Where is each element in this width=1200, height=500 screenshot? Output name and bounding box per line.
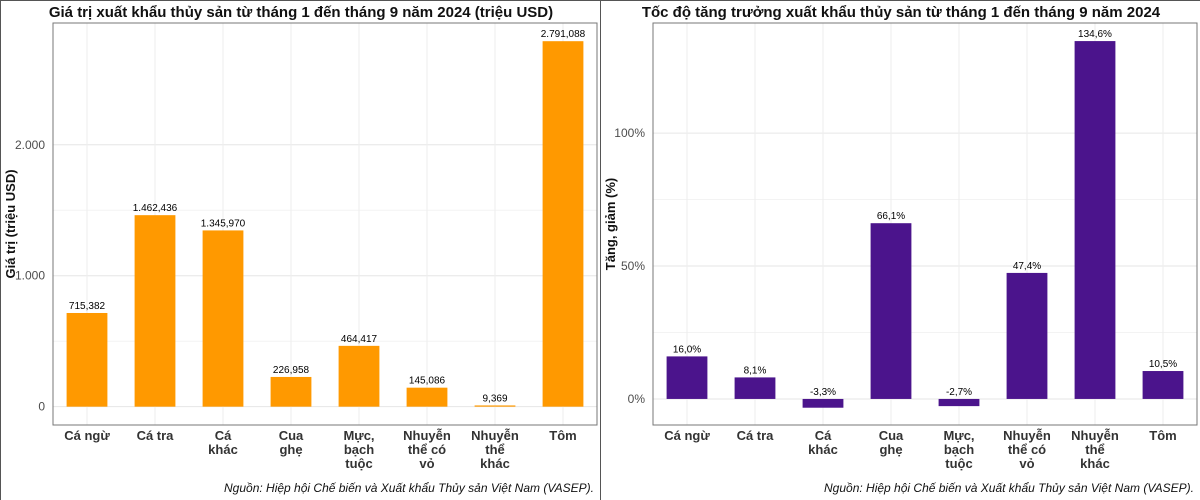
value-label: 47,4% bbox=[1013, 261, 1041, 272]
value-label: 1.462,436 bbox=[133, 203, 178, 214]
value-label: 10,5% bbox=[1149, 359, 1177, 370]
source-note: Nguồn: Hiệp hội Chế biến và Xuất khẩu Th… bbox=[824, 481, 1194, 495]
x-tick-label: Cá khác bbox=[808, 428, 838, 457]
x-tick-label: Cá tra bbox=[736, 428, 774, 443]
plot-frame bbox=[652, 22, 1198, 426]
chart: 0% 50% 100% Tăng, giảm (%) 16,0% 8,1% -3,3% 66,… bbox=[603, 22, 1198, 426]
bar bbox=[134, 215, 176, 407]
bar bbox=[542, 41, 584, 407]
bar bbox=[406, 387, 448, 407]
value-label: -3,3% bbox=[810, 387, 836, 398]
chart-title: Giá trị xuất khẩu thủy sản từ tháng 1 đế… bbox=[48, 4, 554, 21]
value-label: 66,1% bbox=[877, 211, 905, 222]
bar bbox=[1006, 272, 1048, 399]
bar bbox=[1074, 41, 1116, 399]
x-tick-label: Nhuyễn thể có vỏ bbox=[1003, 428, 1051, 471]
value-label: 2.791,088 bbox=[541, 29, 586, 40]
bar bbox=[870, 223, 912, 399]
y-axis-label: Giá trị (triệu USD) bbox=[3, 169, 18, 278]
x-tick-label: Mực, bạch tuộc bbox=[943, 428, 975, 471]
x-tick-label: Mực, bạch tuộc bbox=[343, 428, 375, 471]
x-tick-label: Cá ngừ bbox=[64, 428, 110, 443]
bar bbox=[338, 345, 380, 407]
source-note: Nguồn: Hiệp hội Chế biến và Xuất khẩu Th… bbox=[224, 481, 594, 495]
value-label: 9,369 bbox=[482, 393, 507, 404]
value-label: 715,382 bbox=[69, 301, 106, 312]
value-label: 8,1% bbox=[744, 365, 767, 376]
bar bbox=[202, 230, 244, 407]
bar bbox=[802, 398, 844, 408]
bar bbox=[474, 405, 516, 407]
x-tick-label: Nhuyễn thể có vỏ bbox=[403, 428, 451, 471]
value-label: -2,7% bbox=[946, 387, 972, 398]
y-tick-label: 2.000 bbox=[15, 138, 45, 152]
x-tick-label: Nhuyễn thể khác bbox=[471, 428, 519, 471]
chart-panel: Tốc độ tăng trưởng xuất khẩu thủy sản từ… bbox=[600, 0, 1200, 500]
x-tick-label: Cua ghẹ bbox=[878, 428, 904, 457]
value-label: 145,086 bbox=[409, 376, 446, 387]
x-tick-label: Tôm bbox=[549, 428, 577, 443]
bar bbox=[666, 356, 708, 399]
value-label: 1.345,970 bbox=[201, 218, 246, 229]
y-tick-label: 100% bbox=[614, 126, 645, 140]
bar bbox=[734, 377, 776, 399]
value-label: 16,0% bbox=[673, 344, 701, 355]
bar bbox=[270, 376, 312, 407]
x-tick-label: Cá ngừ bbox=[664, 428, 710, 443]
plot-frame bbox=[52, 22, 598, 426]
y-axis-label: Tăng, giảm (%) bbox=[603, 178, 618, 270]
x-tick-label: Cá khác bbox=[208, 428, 238, 457]
value-label: 134,6% bbox=[1078, 29, 1112, 40]
bar bbox=[938, 398, 980, 407]
x-tick-label: Cua ghẹ bbox=[278, 428, 304, 457]
y-tick-label: 0% bbox=[628, 392, 646, 406]
x-tick-label: Nhuyễn thể khác bbox=[1071, 428, 1119, 471]
chart: 0 1.000 2.000 Giá trị (triệu USD) 715,382 1.4… bbox=[3, 22, 598, 426]
x-tick-label: Cá tra bbox=[136, 428, 174, 443]
bar bbox=[66, 312, 108, 407]
chart-title: Tốc độ tăng trưởng xuất khẩu thủy sản từ… bbox=[641, 4, 1161, 21]
bar bbox=[1142, 371, 1184, 399]
x-tick-label: Tôm bbox=[1149, 428, 1177, 443]
value-label: 464,417 bbox=[341, 334, 378, 345]
chart-panel: Giá trị xuất khẩu thủy sản từ tháng 1 đế… bbox=[0, 0, 601, 500]
value-label: 226,958 bbox=[273, 365, 310, 376]
y-tick-label: 50% bbox=[621, 259, 645, 273]
y-tick-label: 1.000 bbox=[15, 269, 45, 283]
y-tick-label: 0 bbox=[38, 400, 45, 414]
